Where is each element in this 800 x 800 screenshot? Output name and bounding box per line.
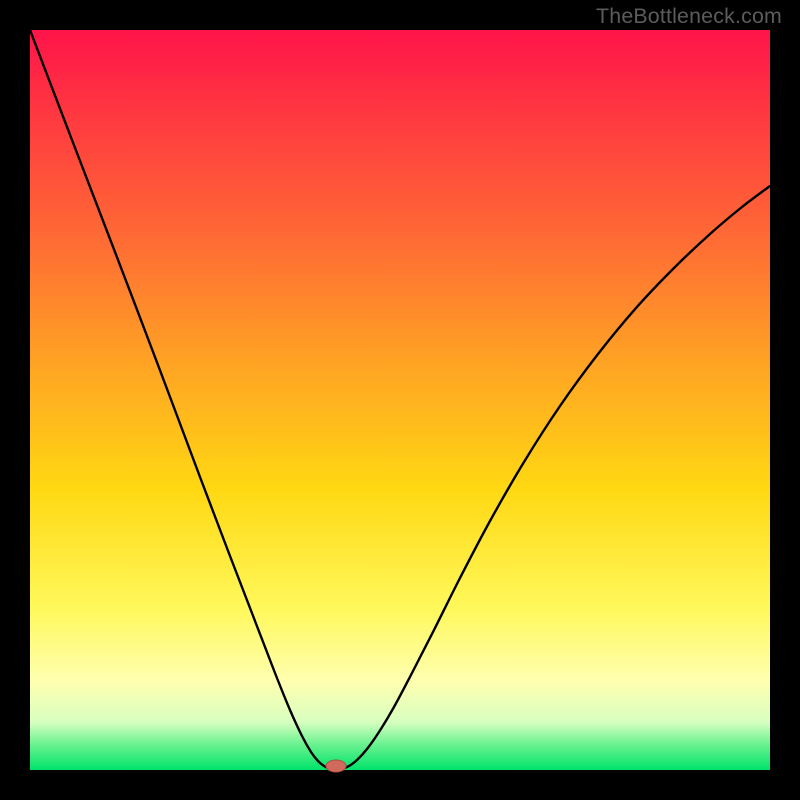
watermark-text: TheBottleneck.com <box>596 4 782 29</box>
bottleneck-chart <box>0 0 800 800</box>
chart-frame: TheBottleneck.com <box>0 0 800 800</box>
optimum-marker <box>326 760 346 772</box>
chart-background <box>30 30 770 770</box>
